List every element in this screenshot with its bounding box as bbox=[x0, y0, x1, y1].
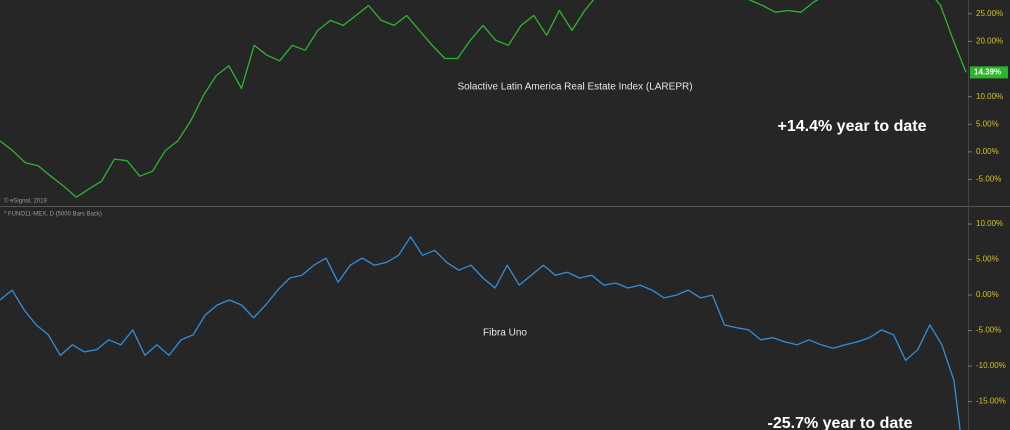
chart-source: * FUNO11-MEX, D (5000 Bars Back) bbox=[4, 212, 102, 218]
y-tick-label: 10.00% bbox=[976, 92, 1003, 101]
plot-area bbox=[0, 236, 961, 430]
y-tick-label: -5.00% bbox=[976, 175, 1001, 184]
chart-title: Solactive Latin America Real Estate Inde… bbox=[457, 82, 692, 93]
y-tick-label: -10.00% bbox=[976, 361, 1006, 370]
chart-title: Fibra Uno bbox=[483, 328, 527, 339]
y-tick-label: -5.00% bbox=[976, 326, 1001, 335]
y-tick-label: 10.00% bbox=[976, 219, 1003, 228]
y-tick-label: 5.00% bbox=[976, 119, 999, 128]
data-line bbox=[0, 236, 961, 430]
annotation: +14.4% year to date bbox=[778, 118, 927, 135]
last-value-box bbox=[970, 66, 1008, 79]
y-tick-label: 0.00% bbox=[976, 290, 999, 299]
y-tick-label: 5.00% bbox=[976, 255, 999, 264]
annotation: -25.7% year to date bbox=[768, 415, 913, 430]
data-line bbox=[0, 0, 967, 198]
last-value-label: 14.39% bbox=[974, 68, 1001, 77]
plot-area bbox=[0, 0, 967, 198]
y-tick-label: 0.00% bbox=[976, 147, 999, 156]
y-tick-label: 20.00% bbox=[976, 37, 1003, 46]
chart-source: © eSignal, 2019 bbox=[4, 198, 47, 205]
y-tick-label: -15.00% bbox=[976, 397, 1006, 406]
y-tick-label: 25.00% bbox=[976, 9, 1003, 18]
